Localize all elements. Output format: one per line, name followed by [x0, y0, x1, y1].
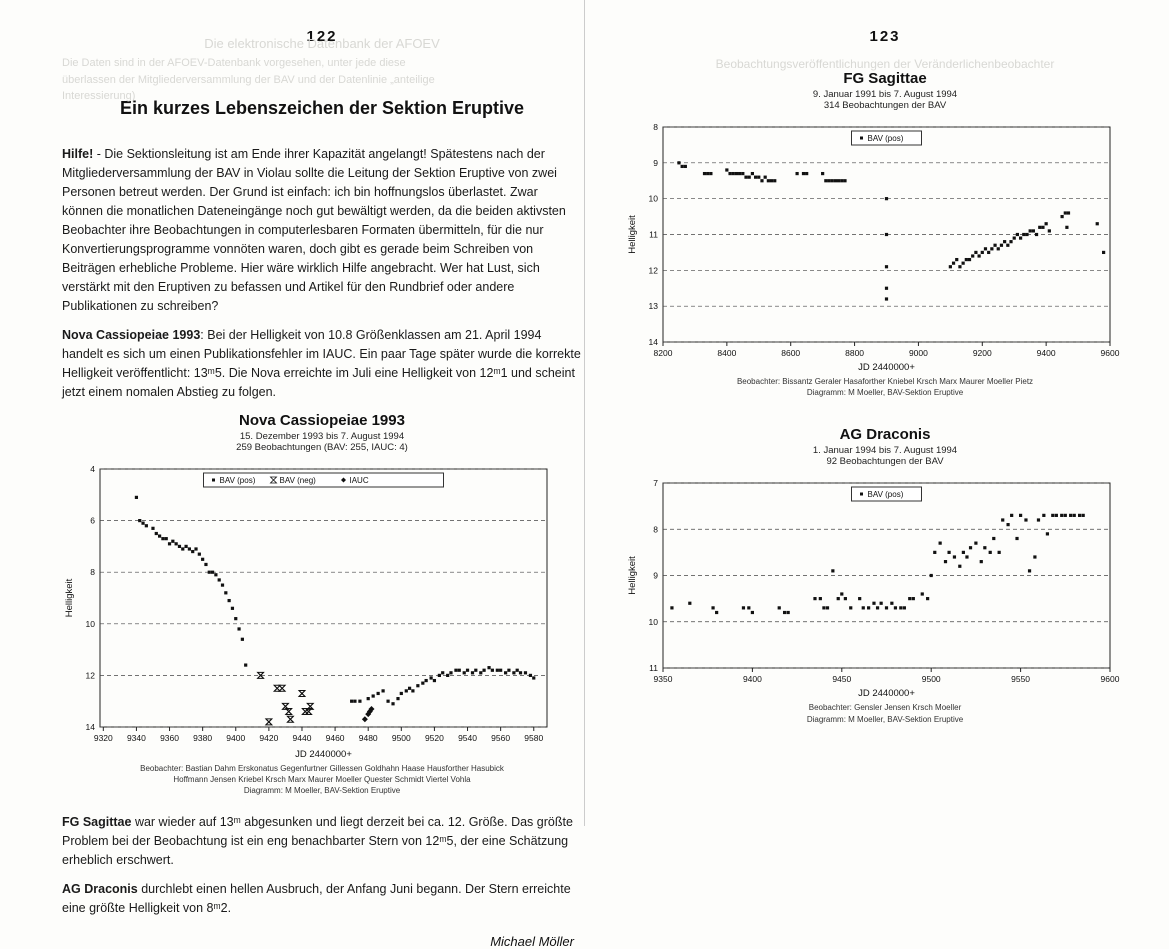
left-page: 122 Die elektronische Datenbank der AFOE… — [62, 0, 582, 826]
svg-text:7: 7 — [653, 478, 658, 488]
svg-text:12: 12 — [649, 265, 659, 275]
svg-text:9000: 9000 — [909, 348, 928, 358]
svg-text:11: 11 — [649, 230, 658, 240]
nova-chart-subtitle2: 259 Beobachtungen (BAV: 255, IAUC: 4) — [62, 442, 582, 453]
svg-text:9350: 9350 — [654, 674, 673, 684]
svg-text:8: 8 — [653, 122, 658, 132]
ag-chart-title: AG Draconis — [625, 426, 1145, 443]
svg-text:9400: 9400 — [743, 674, 762, 684]
nova-chart-svg-container[interactable]: 4 6 8 10 12 14 9320 9340 9360 9380 9400 9420 9440 946… — [62, 459, 582, 759]
svg-text:8400: 8400 — [717, 348, 736, 358]
svg-text:9500: 9500 — [392, 733, 411, 743]
fg-chart-title: FG Sagittae — [625, 70, 1145, 87]
svg-text:10: 10 — [649, 617, 659, 627]
left-page-number: 122 — [62, 28, 582, 45]
svg-text:9320: 9320 — [94, 733, 113, 743]
svg-text:BAV (pos): BAV (pos) — [868, 490, 904, 499]
svg-text:9380: 9380 — [193, 733, 212, 743]
right-page: 123 Beobachtungsveröffentlichungen der V… — [625, 0, 1145, 826]
ag-chart-caption: Beobachter: Gensler Jensen Krsch Moeller… — [625, 702, 1145, 724]
svg-text:9400: 9400 — [1037, 348, 1056, 358]
svg-text:9200: 9200 — [973, 348, 992, 358]
svg-text:JD 2440000+: JD 2440000+ — [858, 362, 915, 372]
svg-text:14: 14 — [86, 722, 96, 732]
svg-text:BAV (neg): BAV (neg) — [280, 476, 317, 485]
svg-text:13: 13 — [649, 301, 659, 311]
svg-text:9340: 9340 — [127, 733, 146, 743]
svg-text:Helligkeit: Helligkeit — [627, 556, 638, 595]
fg-chart-svg-container[interactable]: 8 9 10 11 12 13 14 8200 8400 8600 8800 9000 9200 9400… — [625, 117, 1145, 372]
svg-text:8600: 8600 — [781, 348, 800, 358]
svg-text:9: 9 — [653, 158, 658, 168]
svg-text:14: 14 — [649, 337, 659, 347]
ag-chart-subtitle1: 1. Januar 1994 bis 7. August 1994 — [625, 445, 1145, 456]
svg-text:9600: 9600 — [1101, 674, 1120, 684]
ag-chart-subtitle2: 92 Beobachtungen der BAV — [625, 456, 1145, 467]
svg-text:9450: 9450 — [832, 674, 851, 684]
svg-text:9: 9 — [653, 571, 658, 581]
document-page: 122 Die elektronische Datenbank der AFOE… — [0, 0, 1169, 826]
nova-chart-subtitle1: 15. Dezember 1993 bis 7. August 1994 — [62, 431, 582, 442]
fg-chart-caption: Beobachter: Bissantz Geraler Hasaforther… — [625, 376, 1145, 398]
svg-text:9540: 9540 — [458, 733, 477, 743]
svg-text:9600: 9600 — [1101, 348, 1120, 358]
svg-text:Helligkeit: Helligkeit — [64, 578, 75, 617]
page-title: Ein kurzes Lebenszeichen der Sektion Eru… — [62, 98, 582, 119]
svg-text:8: 8 — [653, 525, 658, 535]
svg-text:BAV (pos): BAV (pos) — [220, 476, 256, 485]
svg-text:8800: 8800 — [845, 348, 864, 358]
svg-text:9550: 9550 — [1011, 674, 1030, 684]
right-page-number: 123 — [625, 28, 1145, 45]
svg-text:9520: 9520 — [425, 733, 444, 743]
author-signature: Michael Möller — [62, 934, 582, 949]
fg-paragraph: FG Sagittae war wieder auf 13ᵐ abgesunke… — [62, 813, 582, 918]
svg-text:8200: 8200 — [654, 348, 673, 358]
fg-sagittae-chart-block: FG Sagittae 9. Januar 1991 bis 7. August… — [625, 70, 1145, 398]
svg-text:Helligkeit: Helligkeit — [627, 215, 638, 254]
svg-text:11: 11 — [649, 663, 658, 673]
svg-text:IAUC: IAUC — [350, 476, 369, 485]
svg-text:9400: 9400 — [226, 733, 245, 743]
svg-text:8: 8 — [90, 567, 95, 577]
ag-chart-svg-container[interactable]: 7 8 9 10 11 9350 9400 9450 9500 9550 9600 JD 244000… — [625, 473, 1145, 698]
nova-chart-caption: Beobachter: Bastian Dahm Erskonatus Gege… — [62, 763, 582, 797]
fg-chart-subtitle1: 9. Januar 1991 bis 7. August 1994 — [625, 89, 1145, 100]
svg-text:JD 2440000+: JD 2440000+ — [858, 688, 915, 698]
ag-draconis-chart-block: AG Draconis 1. Januar 1994 bis 7. August… — [625, 426, 1145, 724]
svg-text:6: 6 — [90, 516, 95, 526]
svg-text:9360: 9360 — [160, 733, 179, 743]
svg-text:9580: 9580 — [524, 733, 543, 743]
svg-text:BAV (pos): BAV (pos) — [868, 134, 904, 143]
svg-text:12: 12 — [86, 670, 96, 680]
svg-text:9480: 9480 — [359, 733, 378, 743]
svg-text:JD 2440000+: JD 2440000+ — [295, 749, 352, 759]
nova-cassiopeiae-chart-block: Nova Cassiopeiae 1993 15. Dezember 1993 … — [62, 412, 582, 797]
svg-text:9460: 9460 — [326, 733, 345, 743]
svg-text:9440: 9440 — [293, 733, 312, 743]
nova-chart-title: Nova Cassiopeiae 1993 — [62, 412, 582, 429]
svg-text:9420: 9420 — [259, 733, 278, 743]
svg-text:9560: 9560 — [491, 733, 510, 743]
svg-text:4: 4 — [90, 464, 95, 474]
svg-text:10: 10 — [649, 194, 659, 204]
fg-chart-subtitle2: 314 Beobachtungen der BAV — [625, 100, 1145, 111]
svg-text:9500: 9500 — [922, 674, 941, 684]
intro-paragraph: Hilfe! - Die Sektionsleitung ist am Ende… — [62, 145, 582, 402]
svg-text:10: 10 — [86, 619, 96, 629]
page-divider — [584, 0, 585, 826]
